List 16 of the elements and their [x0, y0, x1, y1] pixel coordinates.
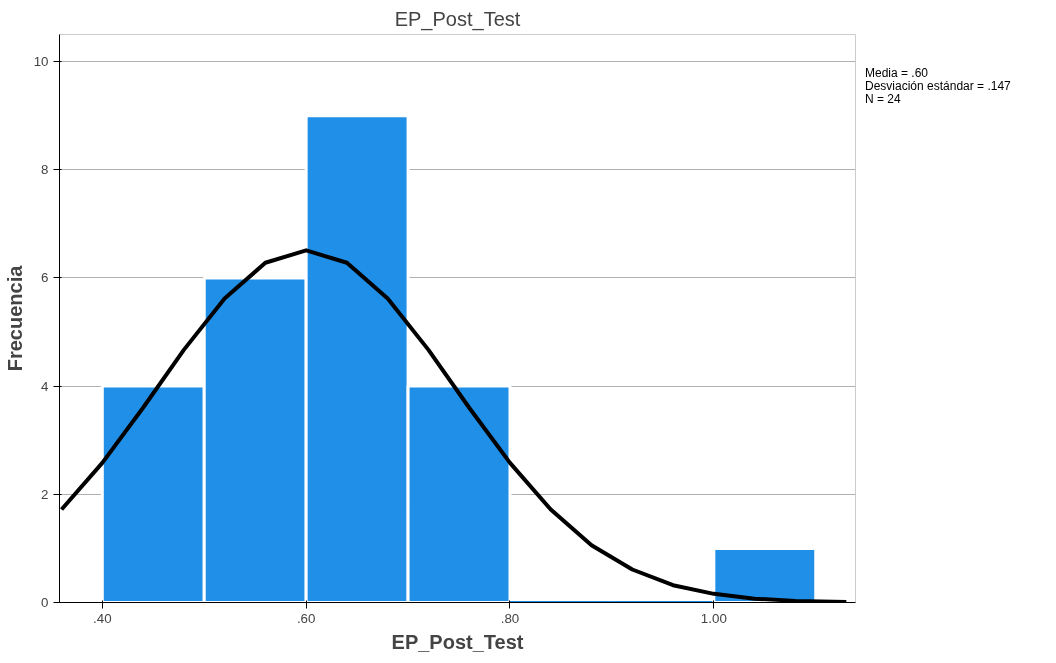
y-tick-label: 4 [41, 378, 50, 394]
y-tick-label: 6 [41, 270, 49, 286]
y-tick-label: 10 [33, 54, 49, 70]
x-tick-label: .40 [93, 610, 112, 626]
x-tick-label: 1.00 [700, 610, 727, 626]
text: Desviación estándar = .147 [865, 79, 1011, 93]
x-tick-label: .60 [296, 610, 316, 626]
y-tick-label: 0 [41, 595, 49, 610]
text: Media = .60 [865, 66, 929, 80]
y-axis-title: Frecuencia [3, 264, 26, 372]
text: N = 24 [865, 92, 901, 106]
x-axis-title: EP_Post_Test [391, 630, 524, 653]
y-tick-label: 2 [41, 486, 49, 502]
x-tick-label: .80 [500, 610, 520, 626]
y-tick-label: 8 [41, 162, 49, 178]
chart-title: EP_Post_Test [394, 7, 521, 31]
